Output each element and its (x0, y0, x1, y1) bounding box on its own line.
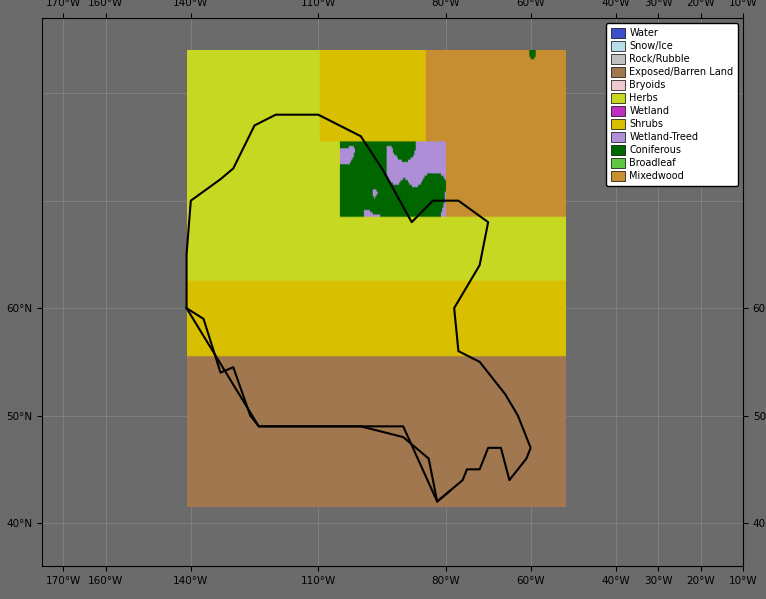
Legend: Water, Snow/Ice, Rock/Rubble, Exposed/Barren Land, Bryoids, Herbs, Wetland, Shru: Water, Snow/Ice, Rock/Rubble, Exposed/Ba… (606, 23, 738, 186)
